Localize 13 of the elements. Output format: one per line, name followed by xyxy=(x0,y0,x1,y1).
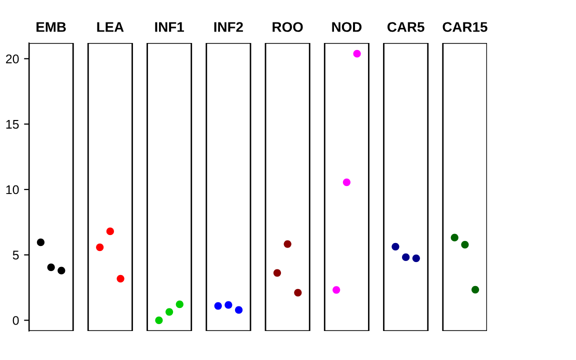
x-tick-label: ROO xyxy=(272,22,303,32)
x-tick-label: NOD xyxy=(332,22,362,32)
x-tick-label: LEA xyxy=(97,22,124,32)
y-tick-label: 15 xyxy=(6,120,19,129)
x-tick-label: INF1 xyxy=(155,22,184,32)
y-tick-label: 0 xyxy=(12,316,19,325)
x-tick-label: INF2 xyxy=(214,22,243,32)
y-tick-label: 5 xyxy=(12,250,19,260)
y-tick-label: 20 xyxy=(6,54,19,64)
x-tick-label: CAR15 xyxy=(442,22,488,32)
y-tick-label: 10 xyxy=(6,185,19,194)
x-tick-label: EMB xyxy=(36,22,66,32)
x-tick-label: CAR5 xyxy=(387,22,424,32)
